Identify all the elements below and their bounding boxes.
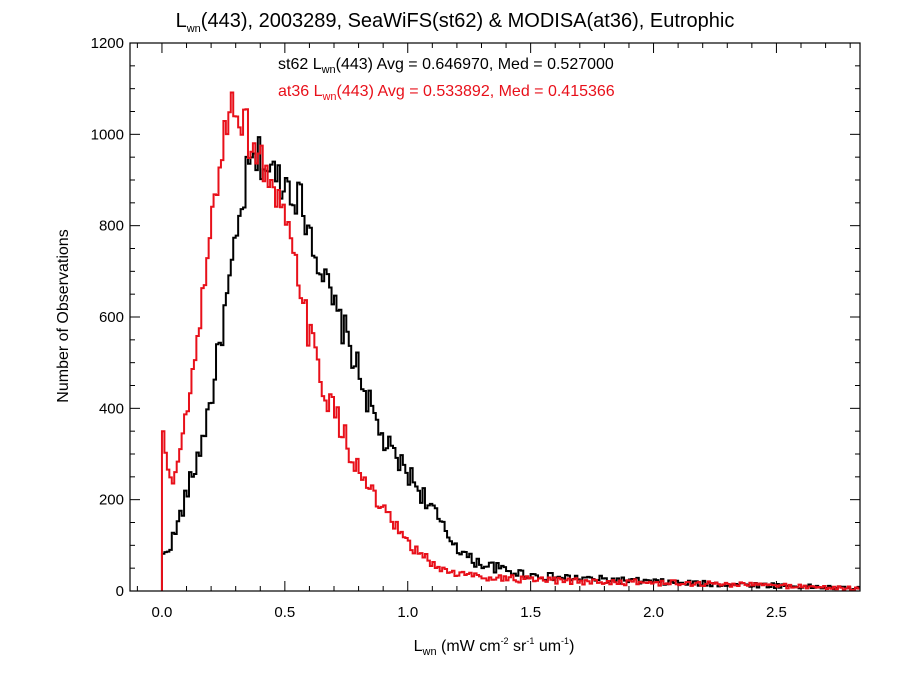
axis-ticks: 0.0 0.5 1.0 1.5 2.0 2.5 0 200 400 600 800 1000 1200 [91,35,860,621]
y-tick-label: 600 [99,309,124,326]
y-tick-label: 800 [99,218,124,235]
y-axis-label: Number of Observations [55,229,72,402]
x-tick-label: 0.0 [152,604,173,621]
x-axis-label: Lwn (mW cm-2 sr-1 um-1) [414,636,575,658]
legend-entry-at36: at36 Lwn(443) Avg = 0.533892, Med = 0.41… [278,83,615,103]
series-line-at36 [160,91,860,591]
x-tick-label: 0.5 [274,604,295,621]
x-tick-label: 1.0 [397,604,418,621]
y-tick-label: 400 [99,400,124,417]
plot-frame [129,42,861,592]
y-tick-label: 0 [116,583,124,600]
y-tick-label: 1200 [91,35,124,52]
legend-entry-st62: st62 Lwn(443) Avg = 0.646970, Med = 0.52… [278,56,614,76]
x-tick-label: 2.0 [643,604,664,621]
x-tick-label: 1.5 [520,604,541,621]
series-line-st62 [160,136,860,592]
y-tick-label: 200 [99,492,124,509]
y-tick-label: 1000 [91,126,124,143]
chart-title: Lwn(443), 2003289, SeaWiFS(st62) & MODIS… [176,10,735,35]
x-tick-label: 2.5 [766,604,787,621]
series-layer [160,91,860,592]
